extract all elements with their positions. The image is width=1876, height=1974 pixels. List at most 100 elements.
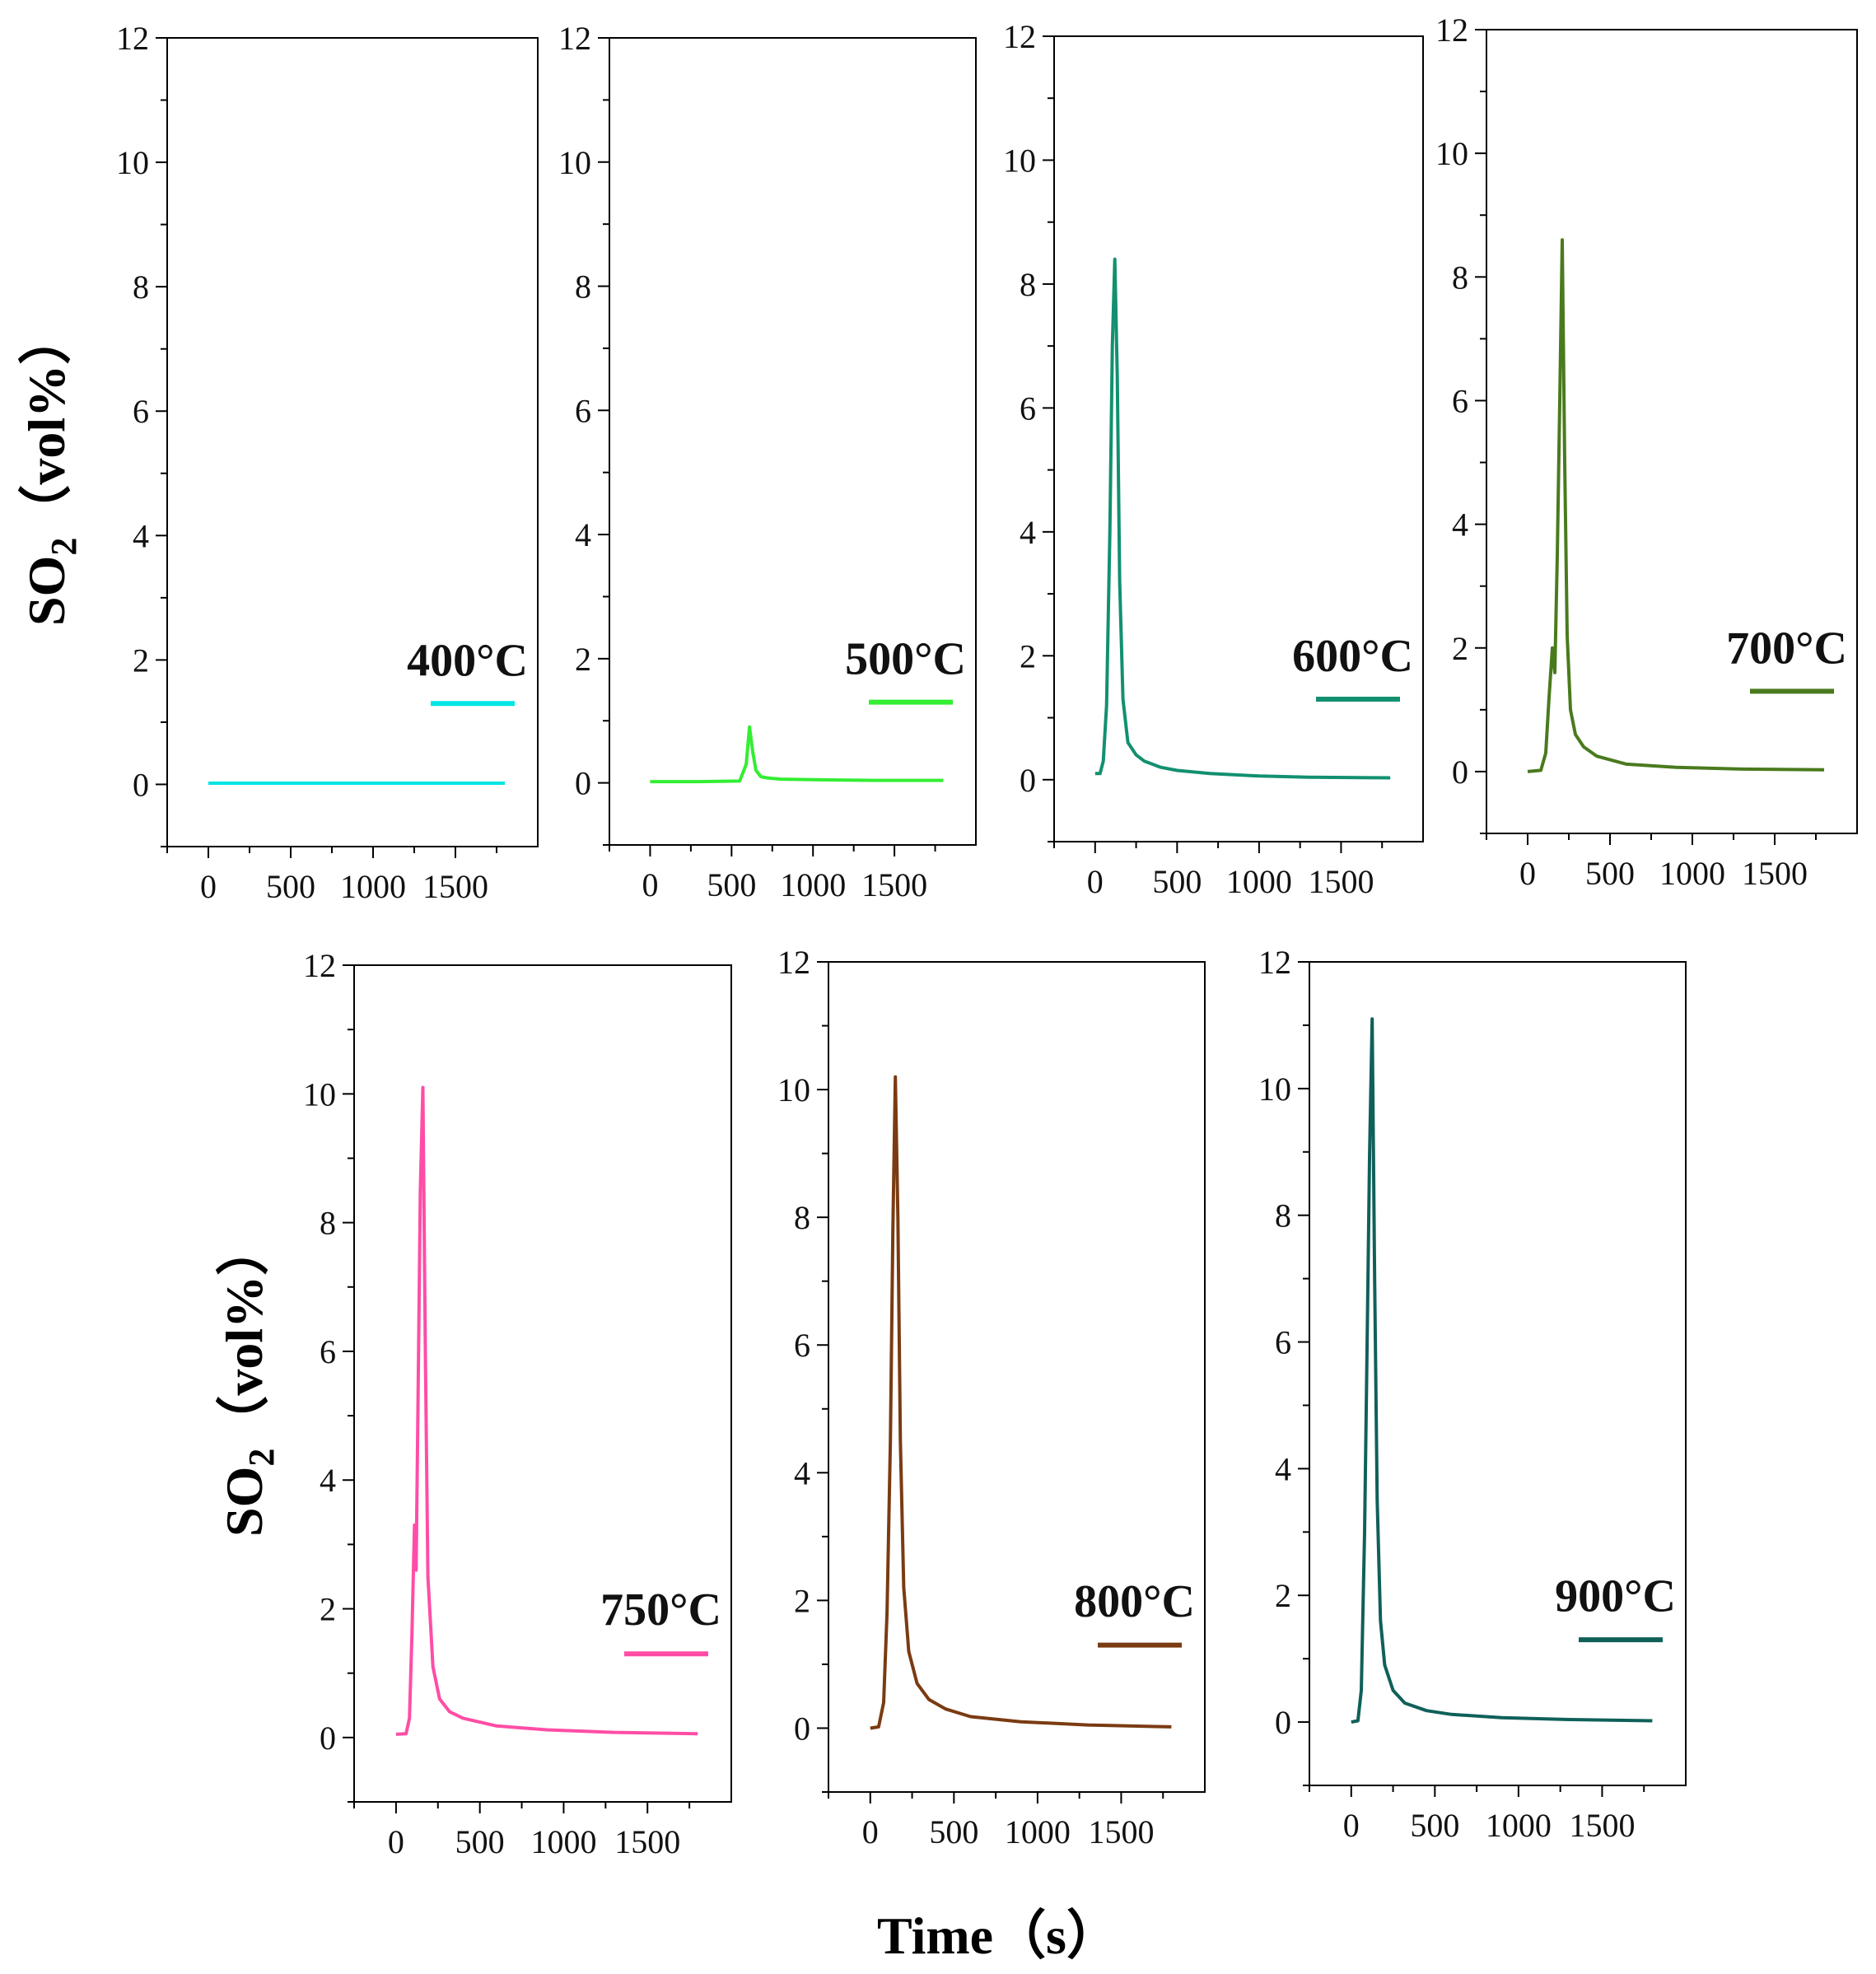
x-tick-label: 0 (388, 1823, 404, 1860)
x-tick-label: 1500 (861, 866, 927, 903)
x-tick-label: 500 (707, 866, 756, 903)
temperature-label: 900°C (1555, 1570, 1676, 1622)
y-tick-label: 10 (303, 1076, 336, 1113)
y-tick-label: 10 (1435, 135, 1468, 172)
x-tick-label: 500 (455, 1823, 505, 1860)
plot-frame (1053, 35, 1424, 842)
y-tick-label: 10 (1003, 142, 1036, 179)
ylabel-top: SO2（vol%） (17, 312, 84, 626)
y-tick-label: 6 (320, 1333, 336, 1370)
x-tick-label: 0 (862, 1813, 879, 1850)
y-tick-label: 2 (1275, 1577, 1291, 1614)
y-tick-label: 6 (575, 392, 591, 429)
x-tick-label: 1500 (1088, 1813, 1154, 1850)
y-tick-label: 6 (1275, 1324, 1291, 1361)
y-tick-label: 0 (133, 766, 149, 803)
x-tick-label: 1500 (422, 868, 488, 905)
y-tick-label: 10 (777, 1071, 810, 1108)
plot-frame (1309, 961, 1687, 1786)
y-tick-label: 12 (1003, 18, 1036, 55)
panel-500c: 0 2 4 6 8 10 12 0 500 1000 1500 500°C (558, 20, 977, 903)
x-tick-label: 1500 (1308, 863, 1374, 900)
x-tick-label: 1000 (1486, 1807, 1552, 1844)
y-tick-label: 12 (558, 20, 591, 57)
y-tick-label: 6 (794, 1327, 810, 1364)
y-tick-label: 8 (1020, 266, 1036, 303)
x-tick-label: 1500 (1569, 1807, 1635, 1844)
plot-frame (609, 37, 977, 846)
x-tick-label: 1000 (1005, 1813, 1071, 1850)
y-tick-label: 8 (320, 1205, 336, 1242)
y-tick-label: 2 (1452, 630, 1468, 667)
x-tick-label: 1000 (1226, 863, 1292, 900)
y-tick-label: 6 (1020, 390, 1036, 427)
y-tick-label: 2 (133, 642, 149, 679)
y-tick-label: 10 (1258, 1071, 1291, 1108)
x-tick-label: 1000 (780, 866, 846, 903)
y-tick-label: 4 (320, 1462, 336, 1499)
temperature-label: 600°C (1292, 631, 1413, 682)
y-tick-label: 2 (794, 1582, 810, 1619)
y-tick-label: 4 (1020, 514, 1036, 551)
y-tick-label: 12 (303, 947, 336, 984)
xlabel: Time（s） (877, 1906, 1119, 1965)
temperature-label: 800°C (1074, 1576, 1195, 1627)
y-tick-label: 8 (1275, 1197, 1291, 1234)
plot-frame (353, 964, 732, 1803)
x-tick-label: 0 (1519, 855, 1536, 892)
series-line (1094, 257, 1391, 780)
y-tick-label: 4 (1275, 1450, 1291, 1487)
series-line (870, 1075, 1172, 1730)
x-tick-label: 1500 (1742, 855, 1808, 892)
y-tick-label: 12 (1435, 12, 1468, 49)
y-tick-label: 4 (575, 516, 591, 553)
y-tick-label: 4 (794, 1454, 810, 1491)
y-tick-label: 12 (1258, 944, 1291, 981)
panel-900c: 0 2 4 6 8 10 12 0 500 1000 1500 900°C (1258, 944, 1687, 1844)
y-tick-label: 2 (575, 641, 591, 678)
plot-frame (828, 961, 1206, 1793)
series-line (1527, 238, 1825, 773)
panel-400c: 0 2 4 6 8 10 12 0 500 1000 1500 400°C (116, 20, 539, 905)
x-tick-label: 500 (1152, 863, 1202, 900)
temperature-label: 500°C (845, 634, 966, 685)
y-tick-label: 2 (320, 1591, 336, 1628)
panel-750c: 0 2 4 6 8 10 12 0 500 1000 1500 750°C (303, 947, 732, 1860)
plot-frame (1486, 29, 1858, 834)
panel-800c: 0 2 4 6 8 10 12 0 500 1000 1500 800°C (777, 944, 1206, 1850)
y-tick-label: 8 (575, 268, 591, 306)
y-tick-label: 8 (1452, 259, 1468, 296)
x-tick-label: 0 (642, 866, 658, 903)
y-tick-label: 0 (1020, 762, 1036, 799)
x-tick-label: 1000 (1659, 855, 1725, 892)
temperature-label: 400°C (407, 635, 528, 686)
y-tick-label: 4 (133, 517, 149, 554)
series-line (1351, 1017, 1653, 1724)
y-tick-label: 4 (1452, 506, 1468, 544)
x-tick-label: 500 (929, 1813, 978, 1850)
temperature-label: 750°C (600, 1584, 721, 1636)
y-tick-label: 12 (777, 944, 810, 981)
y-tick-label: 6 (133, 393, 149, 430)
y-tick-label: 6 (1452, 382, 1468, 419)
temperature-label: 700°C (1726, 623, 1847, 674)
panel-600c: 0 2 4 6 8 10 12 0 500 1000 1500 600°C (1003, 18, 1424, 900)
y-tick-label: 10 (558, 144, 591, 181)
y-tick-label: 8 (133, 268, 149, 306)
y-tick-label: 2 (1020, 637, 1036, 674)
y-tick-label: 10 (116, 144, 149, 181)
y-tick-label: 0 (320, 1720, 336, 1757)
plot-frame (166, 37, 539, 847)
x-tick-label: 1000 (530, 1823, 596, 1860)
y-tick-label: 8 (794, 1199, 810, 1236)
panel-700c: 0 2 4 6 8 10 12 0 500 1000 1500 700°C (1435, 12, 1858, 892)
x-tick-label: 1000 (340, 868, 406, 905)
y-tick-label: 0 (1452, 754, 1468, 791)
y-tick-label: 0 (1275, 1704, 1291, 1741)
x-tick-label: 500 (1410, 1807, 1459, 1844)
series-line (395, 1085, 698, 1736)
x-tick-label: 0 (1087, 863, 1104, 900)
x-tick-label: 0 (1343, 1807, 1360, 1844)
